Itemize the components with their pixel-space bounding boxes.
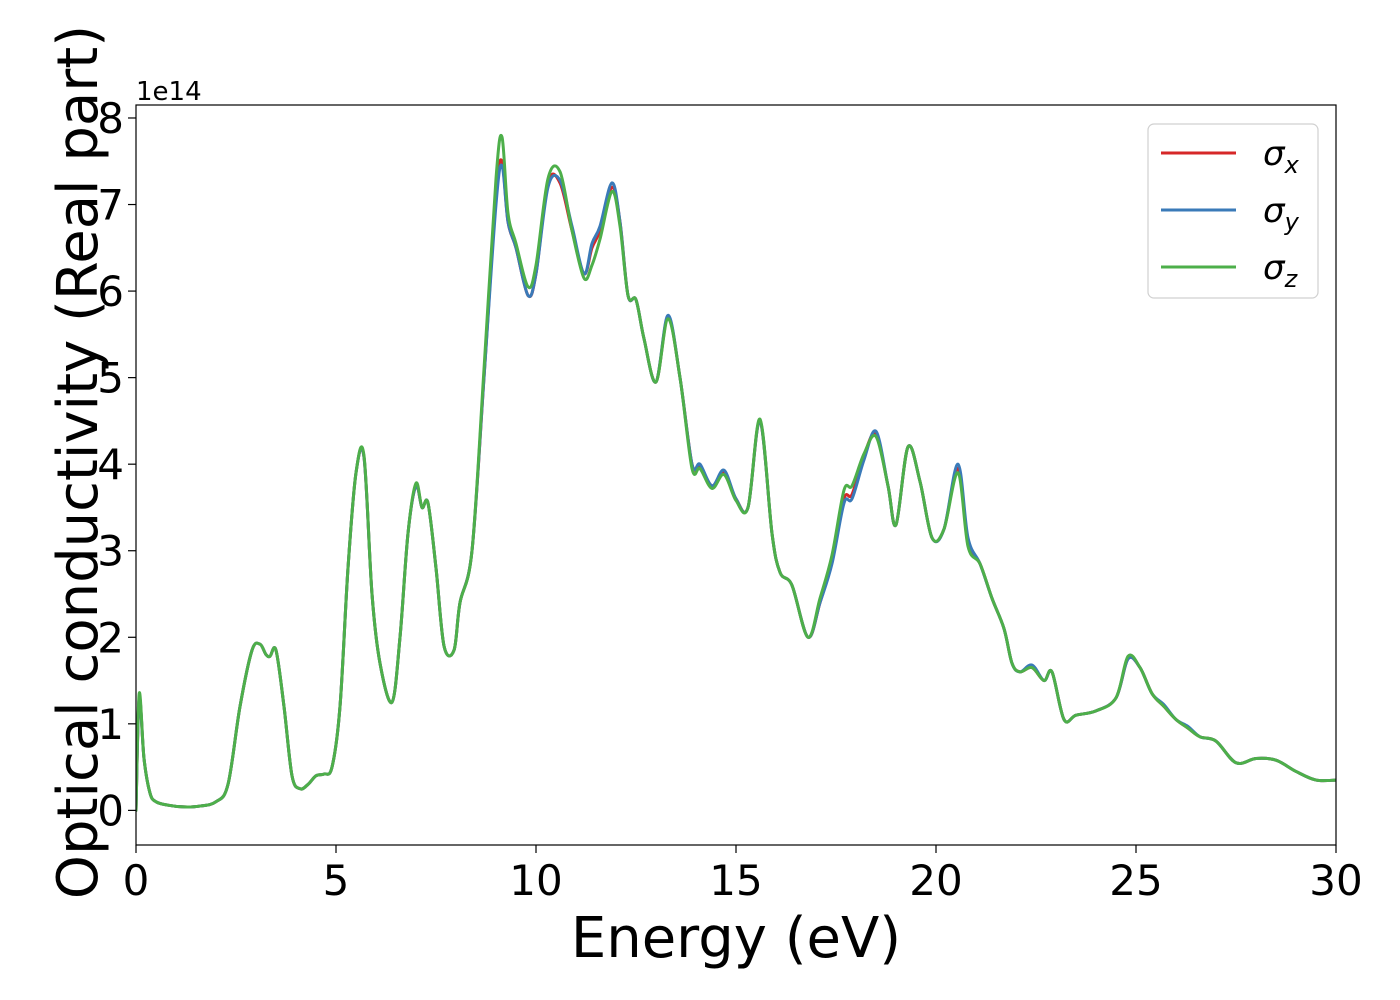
y-tick-label: 4	[97, 440, 124, 489]
legend-label-y: σy	[1263, 191, 1300, 236]
legend-label-z: σz	[1263, 248, 1299, 293]
y-offset-label: 1e14	[136, 77, 202, 107]
legend-symbol: σ	[1263, 191, 1286, 231]
y-tick-label: 5	[97, 354, 124, 403]
y-tick-label: 1	[97, 700, 124, 749]
x-tick-label: 25	[1109, 856, 1162, 905]
x-tick-label: 30	[1309, 856, 1362, 905]
y-tick-label: 7	[97, 181, 124, 230]
y-axis: 0 1 2 3 4 5 6 7 8	[97, 94, 136, 835]
x-tick-label: 10	[509, 856, 562, 905]
legend-subscript: z	[1284, 265, 1299, 293]
x-tick-label: 5	[323, 856, 350, 905]
legend-subscript: x	[1284, 151, 1300, 179]
x-tick-label: 15	[709, 856, 762, 905]
x-axis: 0 5 10 15 20 25 30	[123, 845, 1363, 905]
y-tick-label: 0	[97, 786, 124, 835]
legend-symbol: σ	[1263, 248, 1286, 288]
legend-subscript: y	[1284, 208, 1300, 236]
y-tick-label: 8	[97, 94, 124, 143]
y-tick-label: 2	[97, 613, 124, 662]
y-tick-label: 3	[97, 527, 124, 576]
x-tick-label: 0	[123, 856, 150, 905]
x-tick-label: 20	[909, 856, 962, 905]
legend-symbol: σ	[1263, 134, 1286, 174]
legend-label-x: σx	[1263, 134, 1300, 179]
series-layer	[136, 134, 1336, 812]
x-axis-title: Energy (eV)	[571, 906, 901, 971]
y-tick-label: 6	[97, 267, 124, 316]
y-axis-title: Optical conductivity (Real part)	[46, 25, 111, 899]
series-line-z	[136, 134, 1336, 812]
